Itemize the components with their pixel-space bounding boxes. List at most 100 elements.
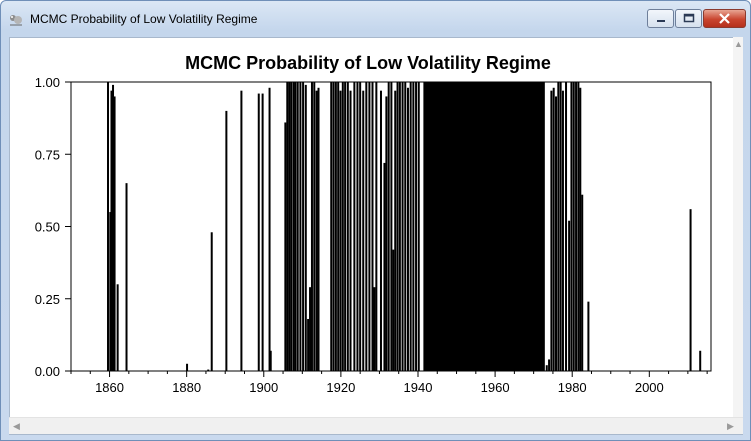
bar	[570, 82, 573, 371]
bar	[109, 212, 112, 371]
bar	[559, 82, 562, 371]
bar	[257, 93, 260, 371]
bar	[375, 82, 378, 371]
bar	[112, 84, 115, 371]
bar	[557, 82, 560, 371]
x-tick-label: 1960	[481, 380, 510, 395]
bar	[225, 110, 228, 372]
bar	[315, 90, 318, 372]
bar	[339, 90, 342, 372]
bar	[353, 82, 356, 371]
x-axis: 1860 1880 1900 1920 1940 1960 1980 2000	[70, 371, 708, 395]
bar	[332, 82, 335, 371]
bar-span	[423, 82, 545, 371]
bar	[581, 194, 584, 371]
x-tick-label: 1920	[326, 380, 355, 395]
x-tick-label: 2000	[635, 380, 664, 395]
close-button[interactable]	[703, 9, 746, 28]
bar	[299, 82, 302, 371]
bar	[387, 82, 390, 371]
bar	[292, 82, 295, 371]
horizontal-scrollbar[interactable]: ◀ ▶	[9, 417, 743, 434]
bar	[116, 284, 119, 371]
bar	[349, 90, 352, 372]
bar	[561, 90, 564, 372]
bar	[371, 82, 374, 371]
bar	[379, 90, 382, 372]
maximize-button[interactable]	[675, 9, 702, 28]
bar	[309, 287, 312, 371]
bar	[587, 301, 590, 371]
rats-app-icon	[10, 15, 22, 26]
maximize-icon	[683, 13, 695, 23]
bar	[545, 365, 548, 371]
title-bar[interactable]: MCMC Probability of Low Volatility Regim…	[1, 1, 750, 37]
minimize-icon	[657, 20, 665, 22]
minimize-button[interactable]	[647, 9, 674, 28]
bar	[240, 90, 243, 372]
bar	[356, 82, 359, 371]
bar	[550, 90, 553, 372]
bar	[392, 249, 395, 371]
bar	[125, 183, 128, 371]
bar	[288, 82, 291, 371]
bar	[404, 82, 407, 371]
scroll-left-icon[interactable]: ◀	[13, 421, 20, 431]
bar	[555, 96, 558, 371]
bar	[552, 87, 555, 371]
chart-svg: MCMC Probability of Low Volatility Regim…	[35, 53, 712, 395]
vertical-scrollbar[interactable]: ▲	[733, 37, 743, 417]
bar	[365, 82, 368, 371]
bar	[268, 87, 271, 371]
chart-title: MCMC Probability of Low Volatility Regim…	[185, 53, 551, 73]
bar	[330, 82, 333, 371]
bar	[373, 287, 376, 371]
x-tick-label: 1880	[172, 380, 201, 395]
scroll-right-icon[interactable]: ▶	[727, 421, 734, 431]
scroll-up-icon[interactable]: ▲	[734, 39, 743, 49]
chart-area: MCMC Probability of Low Volatility Regim…	[9, 37, 743, 435]
bar	[359, 82, 362, 371]
bar	[344, 82, 347, 371]
y-tick-label: 1.00	[35, 75, 60, 90]
bar	[317, 87, 320, 371]
bar	[394, 90, 397, 372]
bar	[409, 82, 412, 371]
x-tick-label: 1860	[95, 380, 124, 395]
bar	[110, 90, 113, 372]
bar	[210, 232, 213, 371]
bar	[565, 82, 568, 371]
bar	[113, 96, 116, 371]
x-tick-label: 1940	[404, 380, 433, 395]
bar	[290, 82, 293, 371]
x-tick-label: 1900	[249, 380, 278, 395]
bar	[368, 82, 371, 371]
bar	[362, 90, 365, 372]
bar	[310, 82, 313, 371]
x-tick-label: 1980	[558, 380, 587, 395]
bar	[699, 350, 702, 371]
bars-layer	[107, 82, 702, 372]
window-title: MCMC Probability of Low Volatility Regim…	[30, 12, 258, 26]
bar	[207, 369, 210, 371]
bar	[186, 363, 189, 371]
bar	[396, 82, 399, 371]
bar	[304, 84, 307, 371]
bar	[302, 82, 305, 371]
bar	[548, 359, 551, 371]
bar	[383, 162, 386, 371]
y-tick-label: 0.25	[35, 292, 60, 307]
bar	[341, 82, 344, 371]
bar	[572, 82, 575, 371]
bar	[415, 82, 418, 371]
bar	[286, 82, 289, 371]
close-icon	[719, 13, 730, 24]
bar	[390, 82, 393, 371]
bar	[346, 82, 349, 371]
bar	[398, 82, 401, 371]
bar	[337, 82, 340, 371]
y-tick-label: 0.00	[35, 364, 60, 379]
bar	[107, 82, 110, 371]
bar	[401, 82, 404, 371]
